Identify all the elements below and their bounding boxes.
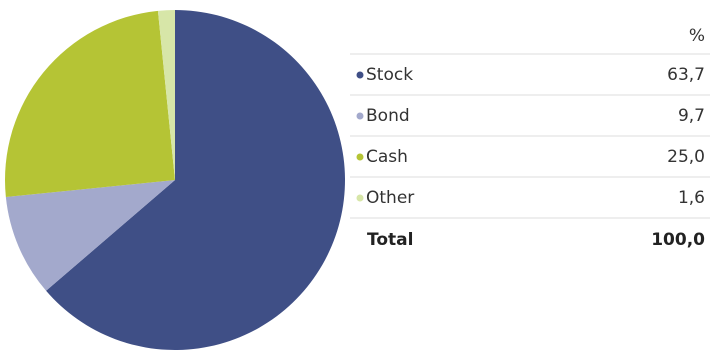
total-label: Total bbox=[367, 230, 413, 250]
legend-dot bbox=[356, 153, 364, 161]
value-label: 25,0 bbox=[667, 147, 705, 167]
table-header: % bbox=[689, 26, 705, 46]
legend-dot bbox=[356, 112, 364, 120]
category-label: Stock bbox=[366, 65, 413, 85]
pie-slice bbox=[157, 10, 175, 180]
value-label: 9,7 bbox=[678, 106, 705, 126]
category-label: Cash bbox=[366, 147, 408, 167]
category-label: Bond bbox=[366, 106, 410, 126]
legend-dot bbox=[356, 194, 364, 202]
value-label: 1,6 bbox=[678, 188, 705, 208]
total-value: 100,0 bbox=[651, 230, 705, 250]
pie-slice bbox=[46, 10, 345, 351]
pie-slice bbox=[5, 180, 176, 291]
value-label: 63,7 bbox=[667, 65, 705, 85]
pie-slice bbox=[5, 10, 176, 198]
legend-dot bbox=[356, 71, 364, 79]
category-label: Other bbox=[366, 188, 414, 208]
